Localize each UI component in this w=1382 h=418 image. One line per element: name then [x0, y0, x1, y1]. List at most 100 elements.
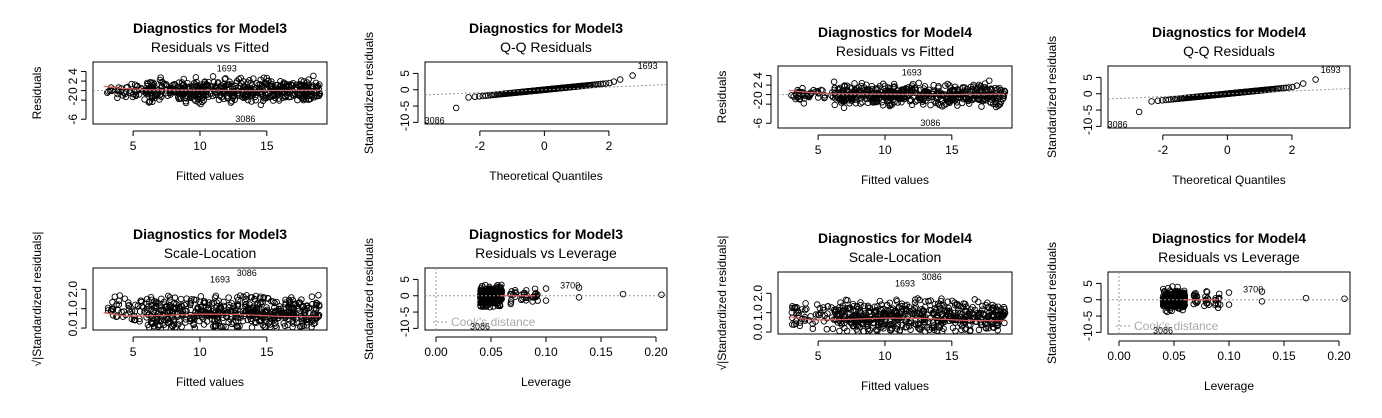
data-point: [857, 299, 864, 306]
data-point: [812, 318, 819, 325]
data-point: [821, 92, 829, 99]
chart-panel-8: Diagnostics for Model4 Residuals vs Lever…: [1045, 230, 1351, 393]
y-axis-label: Standardized residuals: [362, 238, 376, 360]
data-point: [187, 306, 194, 314]
point-annotation: 3086: [237, 268, 257, 278]
qq-point: [476, 93, 483, 100]
point-annotation: 3086: [922, 272, 942, 282]
data-point: [890, 308, 898, 315]
qq-point: [452, 104, 460, 112]
data-point: [181, 301, 188, 309]
data-point: [838, 318, 846, 325]
data-point: [483, 286, 490, 293]
data-point: [195, 85, 203, 92]
data-point: [1215, 290, 1223, 298]
data-point: [1170, 289, 1178, 297]
data-point: [148, 79, 155, 87]
data-point: [281, 312, 289, 320]
data-point: [271, 316, 278, 323]
data-point: [930, 81, 937, 89]
y-axis-label: √|Standardized residuals|: [715, 236, 729, 371]
data-point: [529, 298, 536, 305]
x-tick-label: 10: [193, 139, 207, 153]
data-point: [257, 316, 265, 324]
data-point: [857, 301, 864, 309]
data-point: [962, 307, 969, 314]
data-point: [790, 92, 797, 100]
data-point: [848, 85, 856, 92]
y-tick-label: 4: [751, 72, 765, 79]
qq-point: [1299, 80, 1307, 87]
data-point: [315, 92, 323, 100]
marks-group: [93, 72, 327, 109]
data-point: [157, 307, 165, 314]
data-point: [175, 79, 183, 86]
data-point: [794, 93, 802, 100]
x-tick-label: 10: [878, 349, 892, 363]
data-point: [132, 301, 139, 309]
data-point: [916, 325, 923, 333]
data-point: [158, 82, 166, 90]
data-point: [994, 102, 1002, 109]
data-point: [187, 298, 194, 305]
data-point: [219, 88, 226, 95]
x-tick-label: 0: [541, 139, 548, 153]
qq-point: [1282, 84, 1290, 92]
data-point: [177, 85, 184, 92]
data-point: [128, 307, 136, 314]
data-point: [974, 298, 982, 306]
data-point: [851, 80, 858, 87]
plot-frame: [92, 61, 328, 125]
data-point: [841, 306, 849, 313]
point-annotation: 1693: [895, 279, 915, 289]
chart-panel-6: Diagnostics for Model3 Residuals vs Lever…: [362, 226, 668, 389]
y-tick-label: 4: [66, 68, 80, 75]
x-tick-label: 2: [1289, 143, 1296, 157]
data-point: [305, 304, 313, 311]
point-annotation: 1693: [1321, 65, 1341, 75]
qq-point: [1165, 96, 1172, 103]
data-point: [1000, 92, 1008, 100]
y-tick-label: 5: [1081, 280, 1095, 287]
data-point: [227, 313, 235, 320]
x-tick-label: 0.10: [534, 345, 558, 359]
point-annotation: 1693: [217, 64, 237, 74]
data-point: [802, 300, 809, 307]
data-point: [269, 298, 277, 305]
data-point: [969, 316, 976, 324]
data-point: [303, 318, 311, 326]
data-point: [534, 297, 541, 304]
data-point: [919, 101, 927, 108]
data-point: [894, 321, 902, 328]
data-point: [180, 75, 188, 83]
data-point: [308, 323, 315, 330]
data-point: [299, 320, 306, 327]
data-point: [260, 95, 267, 102]
data-point: [860, 302, 868, 310]
panel-subtitle: Scale-Location: [164, 245, 257, 261]
qq-point: [1154, 97, 1162, 105]
data-point: [148, 296, 156, 304]
data-point: [179, 312, 186, 320]
data-point: [207, 312, 215, 319]
data-point: [275, 95, 283, 102]
data-point: [925, 298, 932, 305]
data-point: [872, 98, 880, 106]
data-point: [197, 293, 205, 300]
data-point: [1171, 297, 1178, 305]
data-point: [289, 317, 296, 324]
y-axis-label: Standardized residuals: [1045, 36, 1059, 158]
data-point: [949, 86, 956, 94]
data-point: [849, 300, 857, 308]
x-tick-label: 5: [130, 345, 137, 359]
data-point: [1203, 299, 1210, 307]
chart-panel-4: Diagnostics for Model4 Q-Q Residuals -2 0 2 T…: [1045, 24, 1351, 187]
data-point: [921, 321, 928, 329]
data-point: [158, 295, 165, 303]
cooks-distance-legend-label: Cook's distance: [451, 315, 536, 329]
data-point: [200, 85, 208, 92]
qq-point: [593, 81, 600, 88]
chart-panel-7: Diagnostics for Model4 Scale-Location 5 10 1…: [715, 230, 1013, 393]
data-point: [225, 81, 232, 89]
data-point: [1302, 294, 1310, 302]
